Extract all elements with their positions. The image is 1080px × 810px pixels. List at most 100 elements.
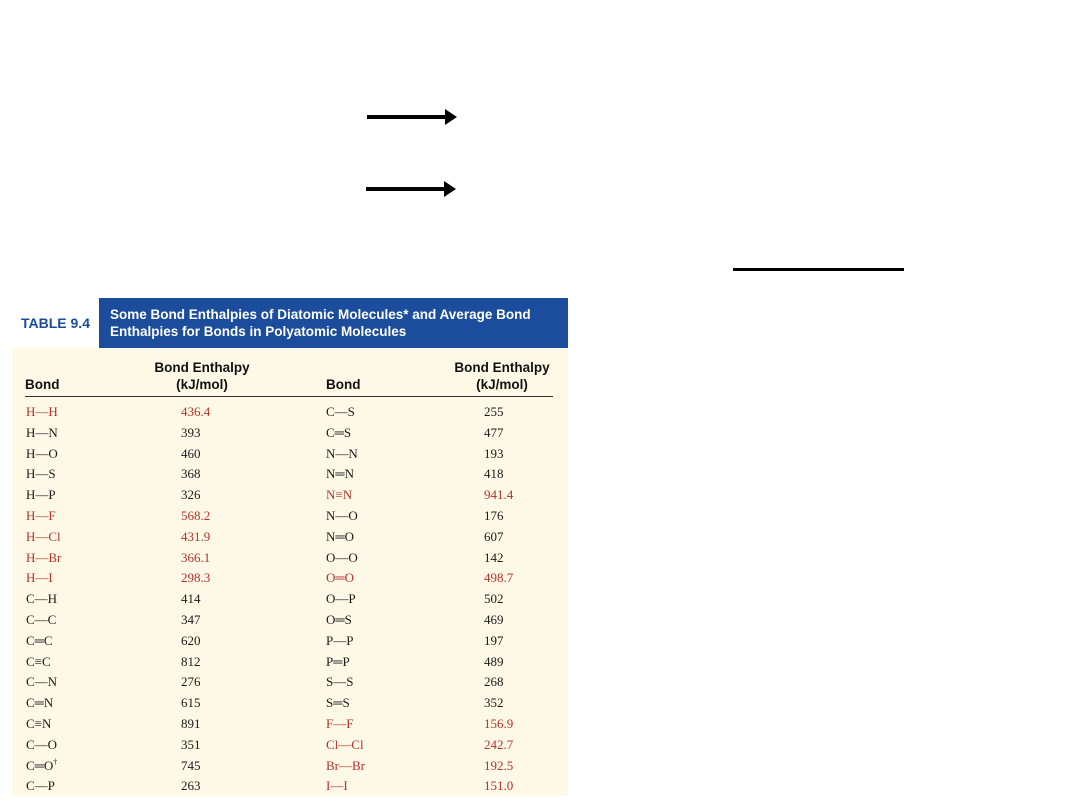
table-row: H—Cl 431.9 N═O 607	[12, 527, 568, 548]
bond-cell-left: H—H	[26, 404, 58, 419]
enthalpy-cell-right: 193	[484, 445, 504, 461]
bond-cell-right: C—S	[326, 404, 355, 419]
dagger-footnote-mark: †	[53, 757, 58, 767]
enthalpy-cell-left: 393	[181, 424, 201, 440]
bond-enthalpy-table: TABLE 9.4 Some Bond Enthalpies of Diatom…	[12, 298, 568, 796]
bond-cell-right: O—P	[326, 591, 356, 607]
enthalpy-cell-right: 469	[484, 611, 504, 627]
bond-cell-left: C—P	[26, 778, 55, 794]
arrow-bottom	[366, 181, 456, 197]
bond-cell-right: Cl—Cl	[326, 736, 364, 752]
bond-cell-right: O═O	[326, 570, 354, 586]
table-title-line1: Some Bond Enthalpies of Diatomic Molecul…	[110, 307, 531, 322]
table-row: H—I 298.3 O═O 498.7	[12, 568, 568, 589]
enthalpy-cell-left: 263	[181, 778, 201, 794]
table-row: C═O† 745 Br—Br 192.5	[12, 756, 568, 777]
bond-cell-right: F—F	[326, 715, 354, 731]
bond-cell-left: C—O	[26, 736, 58, 752]
table-row: C—P 263 I—I 151.0	[12, 776, 568, 796]
enthalpy-cell-right: 176	[484, 507, 504, 523]
enthalpy-cell-right: 197	[484, 632, 504, 648]
enthalpy-cell-right: 192.5	[484, 757, 514, 773]
enthalpy-cell-left: 366.1	[181, 549, 211, 565]
bond-cell-left: C—H	[26, 591, 58, 607]
bond-cell-right: N≡N	[326, 487, 353, 503]
enthalpy-cell-left: 351	[181, 736, 201, 752]
bond-cell-left: C≡N	[26, 715, 52, 731]
table-row: H—N 393 C═S 477	[12, 423, 568, 444]
enthalpy-cell-right: 352	[484, 695, 504, 711]
col-header-bond-1: Bond	[25, 377, 60, 392]
bond-cell-left: H—N	[26, 424, 58, 440]
enthalpy-cell-left: 615	[181, 695, 201, 711]
col-header-bond-2: Bond	[326, 377, 361, 392]
bond-cell-right: S═S	[326, 695, 350, 711]
bond-cell-left: C—N	[26, 674, 58, 690]
col-header-enthalpy-2-line1: Bond Enthalpy	[454, 360, 550, 375]
table-header-bar: TABLE 9.4 Some Bond Enthalpies of Diatom…	[12, 298, 568, 348]
enthalpy-cell-right: 156.9	[484, 715, 514, 731]
bond-cell-right: S—S	[326, 674, 354, 690]
bond-cell-right: P—P	[326, 632, 354, 648]
enthalpy-cell-right: 151.0	[484, 778, 514, 794]
table-row: H—O 460 N—N 193	[12, 444, 568, 465]
bond-cell-left: C—C	[26, 611, 57, 627]
enthalpy-cell-left: 812	[181, 653, 201, 669]
bond-cell-right: N—O	[326, 507, 358, 523]
bond-cell-right: O═S	[326, 611, 352, 627]
table-row: C≡N 891 F—F 156.9	[12, 714, 568, 735]
bond-cell-left: H—Cl	[26, 528, 61, 544]
bond-cell-right: C═S	[326, 424, 352, 440]
enthalpy-cell-right: 142	[484, 549, 504, 565]
col-header-enthalpy-1-line1: Bond Enthalpy	[154, 360, 250, 375]
enthalpy-cell-right: 607	[484, 528, 504, 544]
table-row: H—F 568.2 N—O 176	[12, 506, 568, 527]
bond-cell-right: N—N	[326, 445, 358, 461]
enthalpy-cell-left: 568.2	[181, 507, 211, 523]
arrow-top	[367, 109, 457, 125]
table-badge: TABLE 9.4	[12, 298, 100, 348]
table-row: C—N 276 S—S 268	[12, 672, 568, 693]
col-header-enthalpy-2-line2: (kJ/mol)	[476, 377, 528, 392]
enthalpy-cell-left: 276	[181, 674, 201, 690]
bond-cell-right: P═P	[326, 653, 350, 669]
enthalpy-cell-left: 326	[181, 487, 201, 503]
enthalpy-cell-left: 414	[181, 591, 201, 607]
enthalpy-cell-left: 891	[181, 715, 201, 731]
enthalpy-cell-left: 460	[181, 445, 201, 461]
bond-cell-left: H—O	[26, 445, 58, 461]
table-title-line2: Enthalpies for Bonds in Polyatomic Molec…	[110, 324, 407, 339]
bond-cell-left: C═N	[26, 695, 54, 711]
bond-cell-left: C═C	[26, 632, 53, 648]
enthalpy-cell-left: 298.3	[181, 570, 211, 586]
bond-cell-right: O—O	[326, 549, 358, 565]
bond-cell-left: H—P	[26, 487, 56, 503]
enthalpy-cell-left: 620	[181, 632, 201, 648]
bond-cell-right: Br—Br	[326, 757, 365, 773]
enthalpy-cell-left: 368	[181, 466, 201, 482]
bond-cell-left: H—F	[26, 507, 56, 523]
table-row: C—C 347 O═S 469	[12, 610, 568, 631]
bond-cell-left: C≡C	[26, 653, 51, 669]
table-row: H—S 368 N═N 418	[12, 464, 568, 485]
bond-cell-right: N═O	[326, 528, 354, 544]
table-row: C═C 620 P—P 197	[12, 631, 568, 652]
enthalpy-cell-right: 498.7	[484, 570, 514, 586]
enthalpy-cell-right: 418	[484, 466, 504, 482]
answer-underline	[733, 268, 904, 271]
table-title: Some Bond Enthalpies of Diatomic Molecul…	[110, 306, 565, 340]
header-divider	[25, 396, 553, 397]
enthalpy-cell-right: 477	[484, 424, 504, 440]
enthalpy-cell-right: 941.4	[484, 487, 514, 503]
bond-cell-left: H—I	[26, 570, 53, 586]
enthalpy-cell-right: 255	[484, 404, 504, 419]
table-row: C—O 351 Cl—Cl 242.7	[12, 735, 568, 756]
table-body: H—H 436.4 C—S 255 H—N 393 C═S 477 H—O 460 N—N 193 H—…	[12, 402, 568, 796]
bond-cell-left: H—S	[26, 466, 56, 482]
table-row: H—P 326 N≡N 941.4	[12, 485, 568, 506]
col-header-enthalpy-1: Bond Enthalpy (kJ/mol)	[132, 359, 272, 393]
table-row: H—H 436.4 C—S 255	[12, 402, 568, 423]
enthalpy-cell-right: 242.7	[484, 736, 514, 752]
table-row: C—H 414 O—P 502	[12, 589, 568, 610]
table-row: H—Br 366.1 O—O 142	[12, 548, 568, 569]
